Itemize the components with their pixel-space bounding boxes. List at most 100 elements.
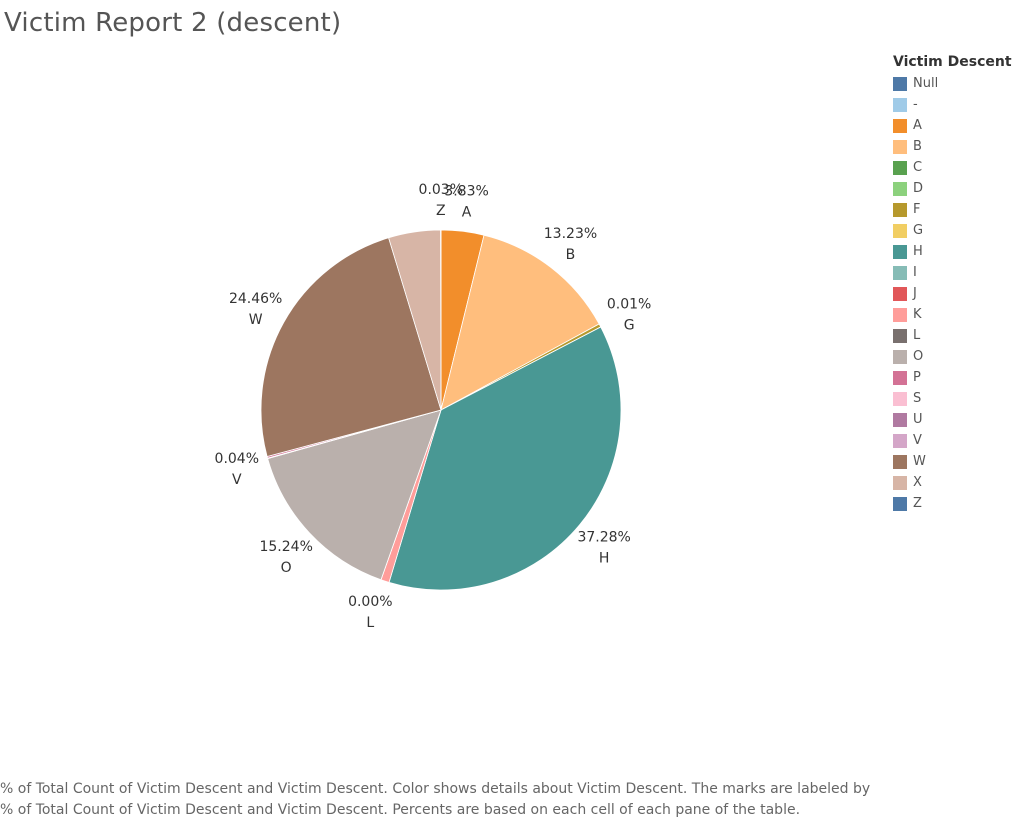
legend-swatch (893, 76, 907, 91)
legend-label: F (913, 202, 921, 217)
legend-swatch (893, 139, 907, 154)
slice-label-o: 15.24% O (259, 539, 312, 576)
slice-percent: 24.46% (229, 291, 282, 307)
legend-label: J (913, 286, 917, 301)
slice-category: W (249, 312, 263, 328)
legend-swatch (893, 496, 907, 511)
legend-label: W (913, 454, 926, 469)
legend-label: H (913, 244, 923, 259)
caption-line-1: % of Total Count of Victim Descent and V… (0, 781, 871, 797)
slice-percent: 3.83% (444, 184, 488, 200)
legend-swatch (893, 370, 907, 385)
slice-percent: 15.24% (259, 539, 312, 555)
legend-label: L (913, 328, 921, 343)
caption: % of Total Count of Victim Descent and V… (0, 779, 870, 821)
legend-label: P (913, 370, 921, 385)
slice-category: G (624, 317, 635, 333)
slice-percent: 0.00% (348, 594, 392, 610)
slice-category: Z (436, 203, 446, 219)
caption-line-2: % of Total Count of Victim Descent and V… (0, 802, 801, 818)
slice-label-v: 0.04% V (215, 451, 259, 488)
legend-item[interactable]: C (893, 157, 1012, 178)
legend-label: V (913, 433, 922, 448)
legend: Victim Descent Null - A B C D F G H I J K L O P S U V W X Z (893, 54, 1012, 514)
legend-swatch (893, 349, 907, 364)
legend-item[interactable]: I (893, 262, 1012, 283)
legend-label: Null (913, 76, 939, 91)
legend-swatch (893, 202, 907, 217)
slice-percent: 0.04% (215, 451, 259, 467)
pie-slice-w[interactable] (260, 237, 442, 458)
legend-item[interactable]: J (893, 283, 1012, 304)
legend-item[interactable]: B (893, 136, 1012, 157)
pie-slice-o[interactable] (267, 409, 442, 581)
slice-percent: 13.23% (544, 226, 597, 242)
legend-label: K (913, 307, 922, 322)
slice-category: O (281, 560, 292, 576)
legend-swatch (893, 391, 907, 406)
legend-item[interactable]: S (893, 388, 1012, 409)
legend-item[interactable]: L (893, 325, 1012, 346)
legend-title: Victim Descent (893, 54, 1012, 70)
legend-item[interactable]: V (893, 430, 1012, 451)
legend-label: O (913, 349, 924, 364)
legend-swatch (893, 223, 907, 238)
legend-item[interactable]: D (893, 178, 1012, 199)
legend-label: X (913, 475, 922, 490)
legend-item[interactable]: Null (893, 73, 1012, 94)
legend-swatch (893, 286, 907, 301)
legend-label: I (913, 265, 917, 280)
slice-label-h: 37.28% H (577, 529, 630, 566)
slice-label-a: 3.83% A (444, 184, 488, 221)
legend-item[interactable]: H (893, 241, 1012, 262)
legend-item[interactable]: Z (893, 493, 1012, 514)
legend-swatch (893, 433, 907, 448)
legend-label: B (913, 139, 922, 154)
legend-item[interactable]: A (893, 115, 1012, 136)
legend-swatch (893, 307, 907, 322)
legend-label: D (913, 181, 924, 196)
slice-category: H (599, 550, 610, 566)
legend-label: G (913, 223, 924, 238)
legend-swatch (893, 244, 907, 259)
legend-swatch (893, 265, 907, 280)
legend-item[interactable]: O (893, 346, 1012, 367)
legend-swatch (893, 160, 907, 175)
legend-item[interactable]: W (893, 451, 1012, 472)
legend-swatch (893, 97, 907, 112)
legend-item[interactable]: P (893, 367, 1012, 388)
legend-swatch (893, 454, 907, 469)
slice-label-w: 24.46% W (229, 291, 282, 328)
pie-slice-h[interactable] (388, 326, 622, 591)
slice-label-g: 0.01% G (607, 296, 651, 333)
legend-label: S (913, 391, 922, 406)
slice-percent: 0.03% (419, 182, 463, 198)
legend-item[interactable]: G (893, 220, 1012, 241)
legend-label: A (913, 118, 922, 133)
legend-label: U (913, 412, 923, 427)
legend-label: C (913, 160, 923, 175)
legend-label: - (913, 97, 918, 112)
legend-item[interactable]: K (893, 304, 1012, 325)
legend-swatch (893, 475, 907, 490)
slice-percent: 37.28% (577, 529, 630, 545)
slice-label-l: 0.00% L (348, 594, 392, 631)
slice-category: L (366, 615, 374, 631)
legend-item[interactable]: X (893, 472, 1012, 493)
slice-category: V (232, 472, 242, 488)
legend-item[interactable]: F (893, 199, 1012, 220)
legend-item[interactable]: - (893, 94, 1012, 115)
chart-title: Victim Report 2 (descent) (4, 8, 342, 38)
slice-label-b: 13.23% B (544, 226, 597, 263)
legend-swatch (893, 118, 907, 133)
legend-swatch (893, 412, 907, 427)
slice-percent: 0.01% (607, 296, 651, 312)
pie-slice-b[interactable] (440, 234, 600, 411)
slice-category: A (462, 205, 472, 221)
legend-swatch (893, 181, 907, 196)
legend-items: Null - A B C D F G H I J K L O P S U V W X Z (893, 73, 1012, 514)
slice-category: B (566, 247, 576, 263)
legend-item[interactable]: U (893, 409, 1012, 430)
legend-swatch (893, 328, 907, 343)
